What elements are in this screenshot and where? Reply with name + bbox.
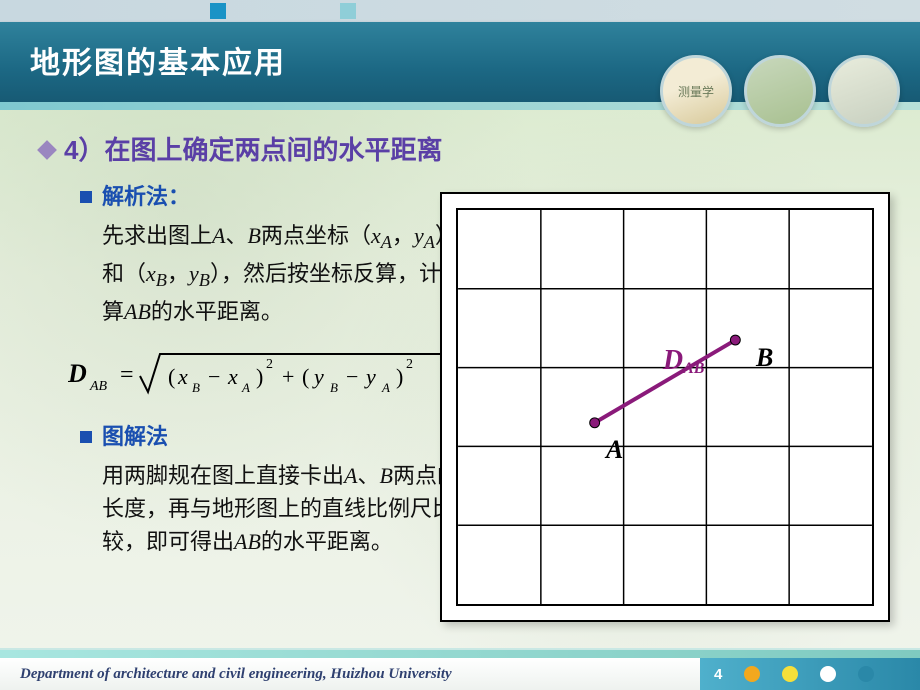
f-rp2: ) <box>396 364 403 389</box>
m1-xB: x <box>146 261 156 286</box>
m1-yAsub: A <box>424 232 435 252</box>
f-xA: A <box>241 380 250 395</box>
grid-diagram-inner: DAB A B <box>456 208 874 606</box>
m2-post: 的水平距离。 <box>261 529 393 554</box>
m2-A: A <box>344 463 357 488</box>
m1-c1: ， <box>392 223 414 248</box>
thumbnail-medallions: 测量学 <box>660 55 900 127</box>
f-sq1: 2 <box>266 357 273 372</box>
m1-A: A <box>212 223 225 248</box>
top-strip <box>0 0 920 22</box>
method2-title-text: 图解法 <box>102 424 168 449</box>
footer-text: Department of architecture and civil eng… <box>0 658 700 690</box>
m1-c2: ， <box>167 261 189 286</box>
f-rp1: ) <box>256 364 263 389</box>
f-lp1: ( <box>168 364 175 389</box>
f-plus: + <box>282 364 294 389</box>
m1-yB: y <box>189 261 199 286</box>
m2-pre: 用两脚规在图上直接卡出 <box>102 463 344 488</box>
f-sq2: 2 <box>406 357 413 372</box>
f-xB: B <box>192 380 200 395</box>
m1-pre: 先求出图上 <box>102 223 212 248</box>
m2-sep: 、 <box>357 463 379 488</box>
m1-mid1: 两点坐标（ <box>261 223 371 248</box>
label-point-B: B <box>756 343 773 373</box>
label-D-sub: AB <box>683 360 704 377</box>
method1-body: 先求出图上A、B两点坐标（xA，yA）和（xB，yB），然后按坐标反算，计算AB… <box>102 219 462 328</box>
m1-yBsub: B <box>199 270 210 290</box>
f-y1: y <box>312 364 324 389</box>
m1-xBsub: B <box>156 270 167 290</box>
f-yA: A <box>381 380 390 395</box>
f-lp2: ( <box>302 364 309 389</box>
m1-post: 的水平距离。 <box>151 299 283 324</box>
method2-body: 用两脚规在图上直接卡出A、B两点的长度，再与地形图上的直线比例尺比较，即可得出A… <box>102 459 462 558</box>
f-min2: − <box>346 364 358 389</box>
dot-icon-2 <box>782 666 798 682</box>
f-min1: − <box>208 364 220 389</box>
method1-title-text: 解析法： <box>102 184 190 209</box>
square-bullet-icon-2 <box>80 431 92 443</box>
grid-diagram: DAB A B <box>440 192 890 622</box>
label-D-AB: DAB <box>663 345 705 378</box>
dot-icon-3 <box>820 666 836 682</box>
footer-stripe <box>0 648 920 658</box>
diamond-bullet-icon <box>37 140 57 160</box>
medallion-2 <box>744 55 816 127</box>
label-point-A: A <box>606 435 623 465</box>
dot-icon-1 <box>744 666 760 682</box>
grid-svg <box>458 210 872 604</box>
f-eq: = <box>120 362 134 388</box>
footer: Department of architecture and civil eng… <box>0 658 920 690</box>
m2-B: B <box>379 463 392 488</box>
dot-icon-4 <box>858 666 874 682</box>
f-y2: y <box>364 364 376 389</box>
m1-yA: y <box>414 223 424 248</box>
label-D: D <box>663 345 683 376</box>
m1-xAsub: A <box>381 232 392 252</box>
medallion-3 <box>828 55 900 127</box>
m1-AB: AB <box>124 299 151 324</box>
section-heading-text: 4）在图上确定两点间的水平距离 <box>64 135 442 165</box>
page-number: 4 <box>714 666 722 683</box>
f-D: D <box>68 359 87 388</box>
footer-right: 4 <box>700 658 920 690</box>
f-sub: AB <box>89 379 108 394</box>
m1-xA: x <box>371 223 381 248</box>
section-heading: 4）在图上确定两点间的水平距离 <box>40 130 890 167</box>
m2-AB: AB <box>234 529 261 554</box>
f-x2: x <box>227 364 238 389</box>
f-x1: x <box>177 364 188 389</box>
m1-B: B <box>247 223 260 248</box>
m1-sep1: 、 <box>225 223 247 248</box>
square-bullet-icon <box>80 191 92 203</box>
f-yB: B <box>330 380 338 395</box>
medallion-1: 测量学 <box>660 55 732 127</box>
